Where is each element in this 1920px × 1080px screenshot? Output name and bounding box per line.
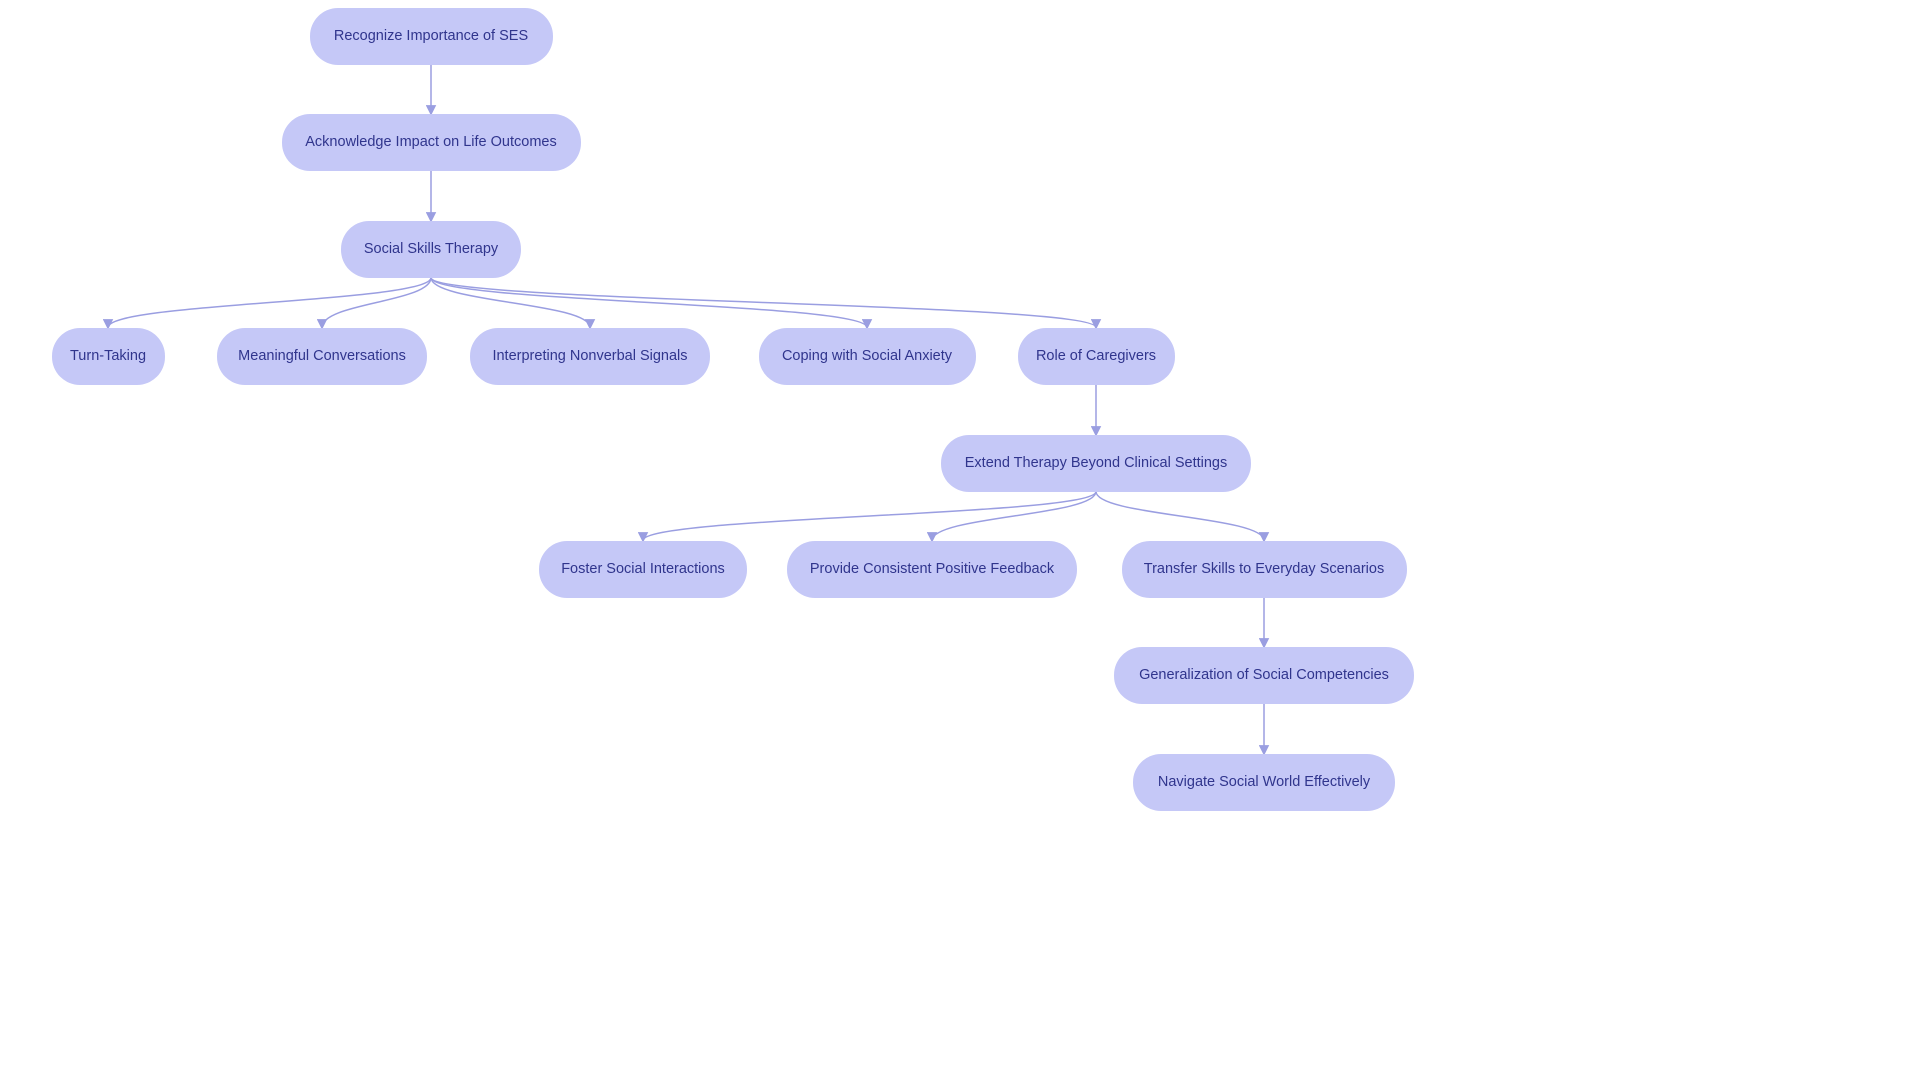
flow-node-n1: Recognize Importance of SES xyxy=(310,8,553,65)
flow-node-n10: Foster Social Interactions xyxy=(539,541,747,598)
flow-node-label: Interpreting Nonverbal Signals xyxy=(492,348,687,364)
flow-node-label: Acknowledge Impact on Life Outcomes xyxy=(305,134,556,150)
flow-node-n6: Interpreting Nonverbal Signals xyxy=(470,328,710,385)
flow-node-label: Coping with Social Anxiety xyxy=(782,348,952,364)
flow-node-label: Social Skills Therapy xyxy=(364,241,498,257)
flow-edge xyxy=(932,492,1096,541)
flow-node-n2: Acknowledge Impact on Life Outcomes xyxy=(282,114,581,171)
flow-edge xyxy=(322,278,431,328)
flow-edge xyxy=(643,492,1096,541)
flow-node-n12: Transfer Skills to Everyday Scenarios xyxy=(1122,541,1407,598)
flow-node-label: Role of Caregivers xyxy=(1036,348,1156,364)
flow-edge xyxy=(431,278,867,328)
flow-edge xyxy=(1096,492,1264,541)
flow-node-n3: Social Skills Therapy xyxy=(341,221,521,278)
flow-node-label: Foster Social Interactions xyxy=(561,561,725,577)
flow-node-label: Generalization of Social Competencies xyxy=(1139,667,1389,683)
flow-node-n11: Provide Consistent Positive Feedback xyxy=(787,541,1077,598)
flow-node-label: Meaningful Conversations xyxy=(238,348,406,364)
flow-edge xyxy=(431,278,590,328)
flow-node-n5: Meaningful Conversations xyxy=(217,328,427,385)
flow-edge xyxy=(108,278,431,328)
flow-node-n4: Turn-Taking xyxy=(52,328,165,385)
flow-node-n8: Role of Caregivers xyxy=(1018,328,1175,385)
flow-node-n13: Generalization of Social Competencies xyxy=(1114,647,1414,704)
flow-node-label: Extend Therapy Beyond Clinical Settings xyxy=(965,455,1228,471)
flow-node-label: Provide Consistent Positive Feedback xyxy=(810,561,1054,577)
flow-node-n7: Coping with Social Anxiety xyxy=(759,328,976,385)
flow-node-label: Transfer Skills to Everyday Scenarios xyxy=(1144,561,1384,577)
flow-node-label: Recognize Importance of SES xyxy=(334,28,528,44)
flow-node-label: Turn-Taking xyxy=(70,348,146,364)
flow-edge xyxy=(431,278,1096,328)
flow-node-n14: Navigate Social World Effectively xyxy=(1133,754,1395,811)
flow-node-n9: Extend Therapy Beyond Clinical Settings xyxy=(941,435,1251,492)
flow-node-label: Navigate Social World Effectively xyxy=(1158,774,1370,790)
